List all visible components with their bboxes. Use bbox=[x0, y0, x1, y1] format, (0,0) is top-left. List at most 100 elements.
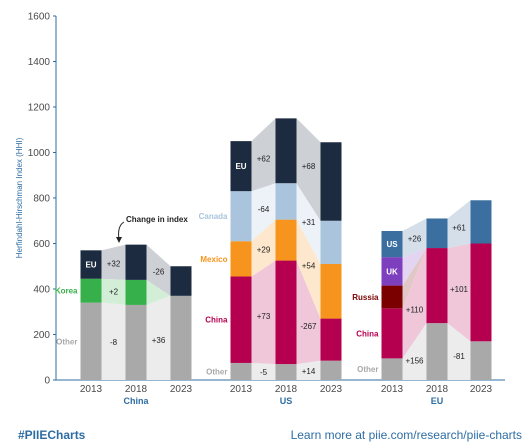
group-label: EU bbox=[431, 396, 444, 406]
change-label: +68 bbox=[302, 162, 316, 171]
change-label: +36 bbox=[152, 336, 166, 345]
labels: 2013 2018 2023 China -8 +2 +32 +36 -26 Other Korea… bbox=[55, 154, 493, 406]
change-band-eu-china bbox=[447, 243, 471, 342]
change-label: +29 bbox=[257, 245, 271, 254]
bar-segment-eu-2013-other bbox=[381, 358, 403, 380]
bars bbox=[80, 118, 492, 380]
y-axis-title: Herfindahl-Hirschman Index (HHI) bbox=[15, 137, 24, 258]
change-label: -8 bbox=[110, 338, 118, 347]
bar-segment-us-2023-canada bbox=[320, 220, 342, 264]
change-band-eu-other bbox=[447, 323, 471, 380]
bar-segment-china-2023-eu bbox=[170, 266, 192, 296]
change-band-china-other bbox=[146, 295, 171, 380]
bar-segment-eu-2013-us bbox=[381, 230, 403, 258]
series-label-eu: EU bbox=[85, 261, 96, 270]
series-label-other: Other bbox=[206, 367, 227, 376]
change-band-eu-other bbox=[402, 323, 427, 380]
x-tick-label: 2023 bbox=[170, 384, 193, 395]
change-label: +31 bbox=[302, 218, 316, 227]
bar-segment-china-2018-korea bbox=[125, 279, 147, 305]
bar-segment-china-2013-other bbox=[80, 302, 102, 380]
x-tick-label: 2023 bbox=[470, 384, 493, 395]
change-label: +73 bbox=[257, 312, 271, 321]
x-tick-label: 2018 bbox=[125, 384, 148, 395]
series-label-eu: EU bbox=[235, 162, 246, 171]
change-band-us-mexico bbox=[251, 219, 276, 277]
bar-segment-eu-2023-china bbox=[470, 243, 492, 342]
bar-segment-eu-2023-us bbox=[470, 200, 492, 244]
y-tick-label: 600 bbox=[33, 239, 50, 250]
change-band-us-other bbox=[296, 360, 321, 380]
change-band-us-canada bbox=[251, 183, 276, 242]
change-label: +110 bbox=[406, 305, 424, 314]
bar-segment-us-2013-canada bbox=[230, 191, 252, 242]
bar-segment-eu-2013-china bbox=[381, 308, 403, 359]
change-band-china-korea bbox=[101, 278, 126, 305]
change-band-eu-us bbox=[447, 200, 471, 249]
x-tick-label: 2013 bbox=[230, 384, 253, 395]
change-label: +14 bbox=[302, 367, 316, 376]
change-band-china-other bbox=[101, 302, 126, 380]
change-band-eu-china bbox=[402, 248, 427, 359]
change-band-us-eu bbox=[251, 118, 276, 192]
change-band-china-eu bbox=[101, 244, 126, 280]
bar-segment-us-2013-eu bbox=[230, 141, 252, 192]
x-tick-label: 2018 bbox=[426, 384, 449, 395]
change-bands bbox=[101, 118, 471, 380]
change-band-china-eu bbox=[146, 244, 171, 296]
y-tick-label: 200 bbox=[33, 330, 50, 341]
bar-segment-us-2018-mexico bbox=[275, 219, 297, 261]
bar-segment-us-2013-other bbox=[230, 362, 252, 380]
change-band-eu-uk bbox=[402, 248, 427, 286]
annotation-arrow-head bbox=[116, 237, 122, 243]
bar-segment-us-2013-china bbox=[230, 276, 252, 363]
x-tick-label: 2013 bbox=[80, 384, 103, 395]
bar-segment-eu-2018-us bbox=[426, 218, 448, 249]
change-band-us-other bbox=[251, 362, 276, 380]
y-tick-label: 800 bbox=[33, 194, 50, 205]
footer-learn-more-link[interactable]: Learn more at piie.com/research/piie-cha… bbox=[290, 428, 522, 442]
footer-hashtag[interactable]: #PIIECharts bbox=[18, 428, 86, 442]
annotation-change-in-index: Change in index bbox=[126, 215, 188, 224]
change-label: -64 bbox=[258, 205, 270, 214]
change-label: +156 bbox=[405, 356, 424, 365]
bar-segment-us-2018-other bbox=[275, 364, 297, 380]
bar-segment-us-2018-canada bbox=[275, 183, 297, 220]
change-band-us-canada bbox=[296, 183, 321, 264]
y-tick-label: 1400 bbox=[28, 57, 51, 68]
series-label-other: Other bbox=[56, 337, 77, 346]
change-band-us-eu bbox=[296, 118, 321, 221]
y-tick-label: 1200 bbox=[28, 103, 51, 114]
change-label: -26 bbox=[153, 268, 165, 277]
change-label: -5 bbox=[260, 368, 268, 377]
x-tick-label: 2013 bbox=[381, 384, 404, 395]
group-label: China bbox=[123, 396, 149, 406]
bar-segment-china-2018-eu bbox=[125, 244, 147, 280]
series-label-korea: Korea bbox=[55, 287, 78, 296]
change-label: -267 bbox=[300, 322, 317, 331]
bar-segment-us-2023-china bbox=[320, 318, 342, 361]
series-label-canada: Canada bbox=[199, 212, 228, 221]
bar-segment-eu-2023-other bbox=[470, 341, 492, 380]
bar-segment-china-2013-eu bbox=[80, 250, 102, 279]
change-band-us-china bbox=[296, 260, 321, 365]
series-label-china: China bbox=[205, 316, 228, 325]
y-tick-label: 1000 bbox=[28, 148, 51, 159]
change-label: +61 bbox=[452, 224, 466, 233]
bar-segment-china-2023-other bbox=[170, 295, 192, 380]
change-label: +101 bbox=[450, 285, 469, 294]
x-tick-label: 2023 bbox=[320, 384, 343, 395]
bar-segment-us-2018-eu bbox=[275, 118, 297, 184]
y-tick-label: 1600 bbox=[28, 12, 51, 23]
change-label: +32 bbox=[107, 259, 121, 268]
change-band-eu-russia bbox=[402, 248, 427, 309]
change-band-china-korea bbox=[146, 279, 171, 305]
change-label: +26 bbox=[408, 235, 422, 244]
change-band-us-china bbox=[251, 260, 276, 365]
y-tick-label: 400 bbox=[33, 285, 50, 296]
bar-segment-eu-2018-china bbox=[426, 248, 448, 324]
bar-segment-us-2013-mexico bbox=[230, 241, 252, 277]
change-band-eu-us bbox=[402, 218, 427, 258]
series-label-other: Other bbox=[357, 365, 378, 374]
